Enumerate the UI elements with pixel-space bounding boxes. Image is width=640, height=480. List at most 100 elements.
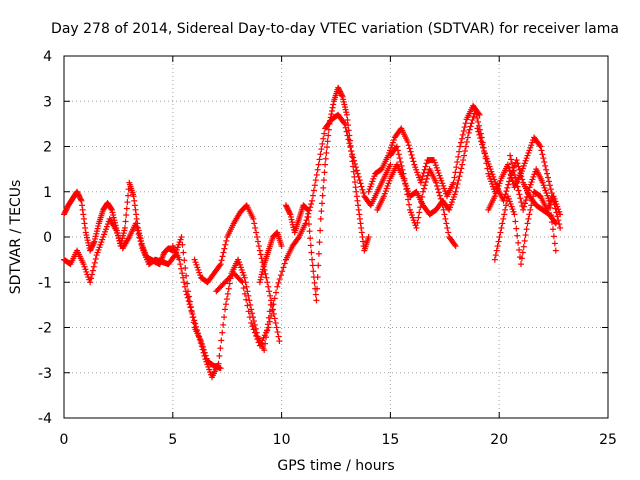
data-point	[240, 272, 247, 279]
data-point	[130, 191, 137, 198]
data-point	[419, 200, 426, 207]
data-point	[90, 241, 97, 248]
data-point	[264, 327, 271, 334]
data-point	[246, 314, 253, 321]
data-point	[355, 206, 362, 213]
data-point	[475, 128, 482, 135]
data-point	[454, 180, 461, 187]
data-point	[306, 207, 313, 214]
data-point	[310, 268, 317, 275]
data-point	[123, 205, 130, 212]
data-point	[353, 193, 360, 200]
data-series	[213, 256, 289, 349]
data-point	[356, 215, 363, 222]
data-point	[541, 159, 548, 166]
data-point	[360, 190, 367, 197]
data-point	[460, 157, 467, 164]
data-point	[221, 314, 228, 321]
data-point	[523, 226, 530, 233]
data-point	[544, 170, 551, 177]
data-point	[269, 306, 276, 313]
data-point	[240, 285, 247, 292]
data-point	[355, 202, 362, 209]
data-point	[319, 140, 326, 147]
data-point	[450, 240, 457, 247]
data-point	[190, 314, 197, 321]
data-point	[137, 238, 144, 245]
data-point	[170, 254, 177, 261]
data-point	[469, 117, 476, 123]
data-point	[350, 154, 357, 161]
data-point	[266, 288, 273, 295]
data-point	[197, 272, 204, 279]
data-point	[478, 138, 485, 145]
data-point	[136, 234, 143, 241]
data-point	[81, 220, 88, 227]
data-point	[418, 176, 425, 183]
data-point	[320, 135, 327, 142]
data-point	[455, 177, 462, 184]
data-point	[415, 214, 422, 221]
data-point	[358, 224, 365, 231]
data-point	[194, 330, 201, 337]
data-point	[420, 188, 427, 195]
data-point	[397, 159, 404, 166]
data-point	[134, 227, 141, 234]
data-point	[317, 215, 324, 222]
data-point	[453, 184, 460, 191]
data-point	[309, 256, 316, 263]
data-point	[273, 324, 280, 331]
data-point	[434, 182, 441, 189]
data-point	[219, 253, 226, 260]
data-point	[312, 291, 319, 298]
data-point	[526, 211, 533, 218]
data-point	[179, 241, 186, 248]
data-point	[519, 249, 526, 256]
data-point	[542, 162, 549, 169]
x-axis-label: GPS time / hours	[277, 458, 394, 474]
data-point	[279, 268, 286, 275]
data-point	[454, 159, 461, 166]
data-point	[399, 166, 406, 173]
data-point	[420, 170, 427, 176]
data-point	[112, 225, 119, 232]
data-point	[91, 259, 98, 266]
data-series	[365, 102, 483, 200]
data-point	[436, 172, 443, 179]
data-point	[518, 199, 525, 206]
data-point	[405, 142, 412, 149]
data-point	[522, 232, 529, 239]
data-point	[64, 204, 71, 211]
data-point	[200, 349, 207, 356]
data-point	[512, 218, 519, 225]
data-point	[515, 163, 522, 170]
data-point	[314, 285, 321, 292]
data-point	[270, 301, 277, 308]
data-point	[288, 244, 295, 251]
data-point	[422, 179, 429, 186]
data-point	[323, 149, 330, 156]
data-point	[472, 107, 479, 114]
data-point	[350, 168, 357, 175]
data-point	[439, 202, 446, 209]
data-point	[451, 191, 458, 198]
data-point	[384, 154, 391, 161]
data-point	[324, 138, 331, 145]
data-series	[387, 143, 459, 250]
data-point	[505, 164, 512, 171]
data-point	[219, 281, 226, 288]
data-point	[329, 104, 336, 111]
data-point	[196, 336, 203, 343]
data-point	[216, 352, 223, 359]
data-point	[460, 127, 467, 134]
data-point	[351, 157, 358, 164]
data-point	[443, 220, 450, 227]
y-tick-label: 1	[43, 185, 52, 201]
data-point	[185, 298, 192, 304]
data-point	[457, 169, 464, 176]
data-point	[528, 202, 535, 209]
data-point	[527, 206, 534, 213]
data-point	[358, 183, 365, 190]
data-point	[468, 120, 475, 127]
y-tick-label: 0	[43, 230, 52, 246]
